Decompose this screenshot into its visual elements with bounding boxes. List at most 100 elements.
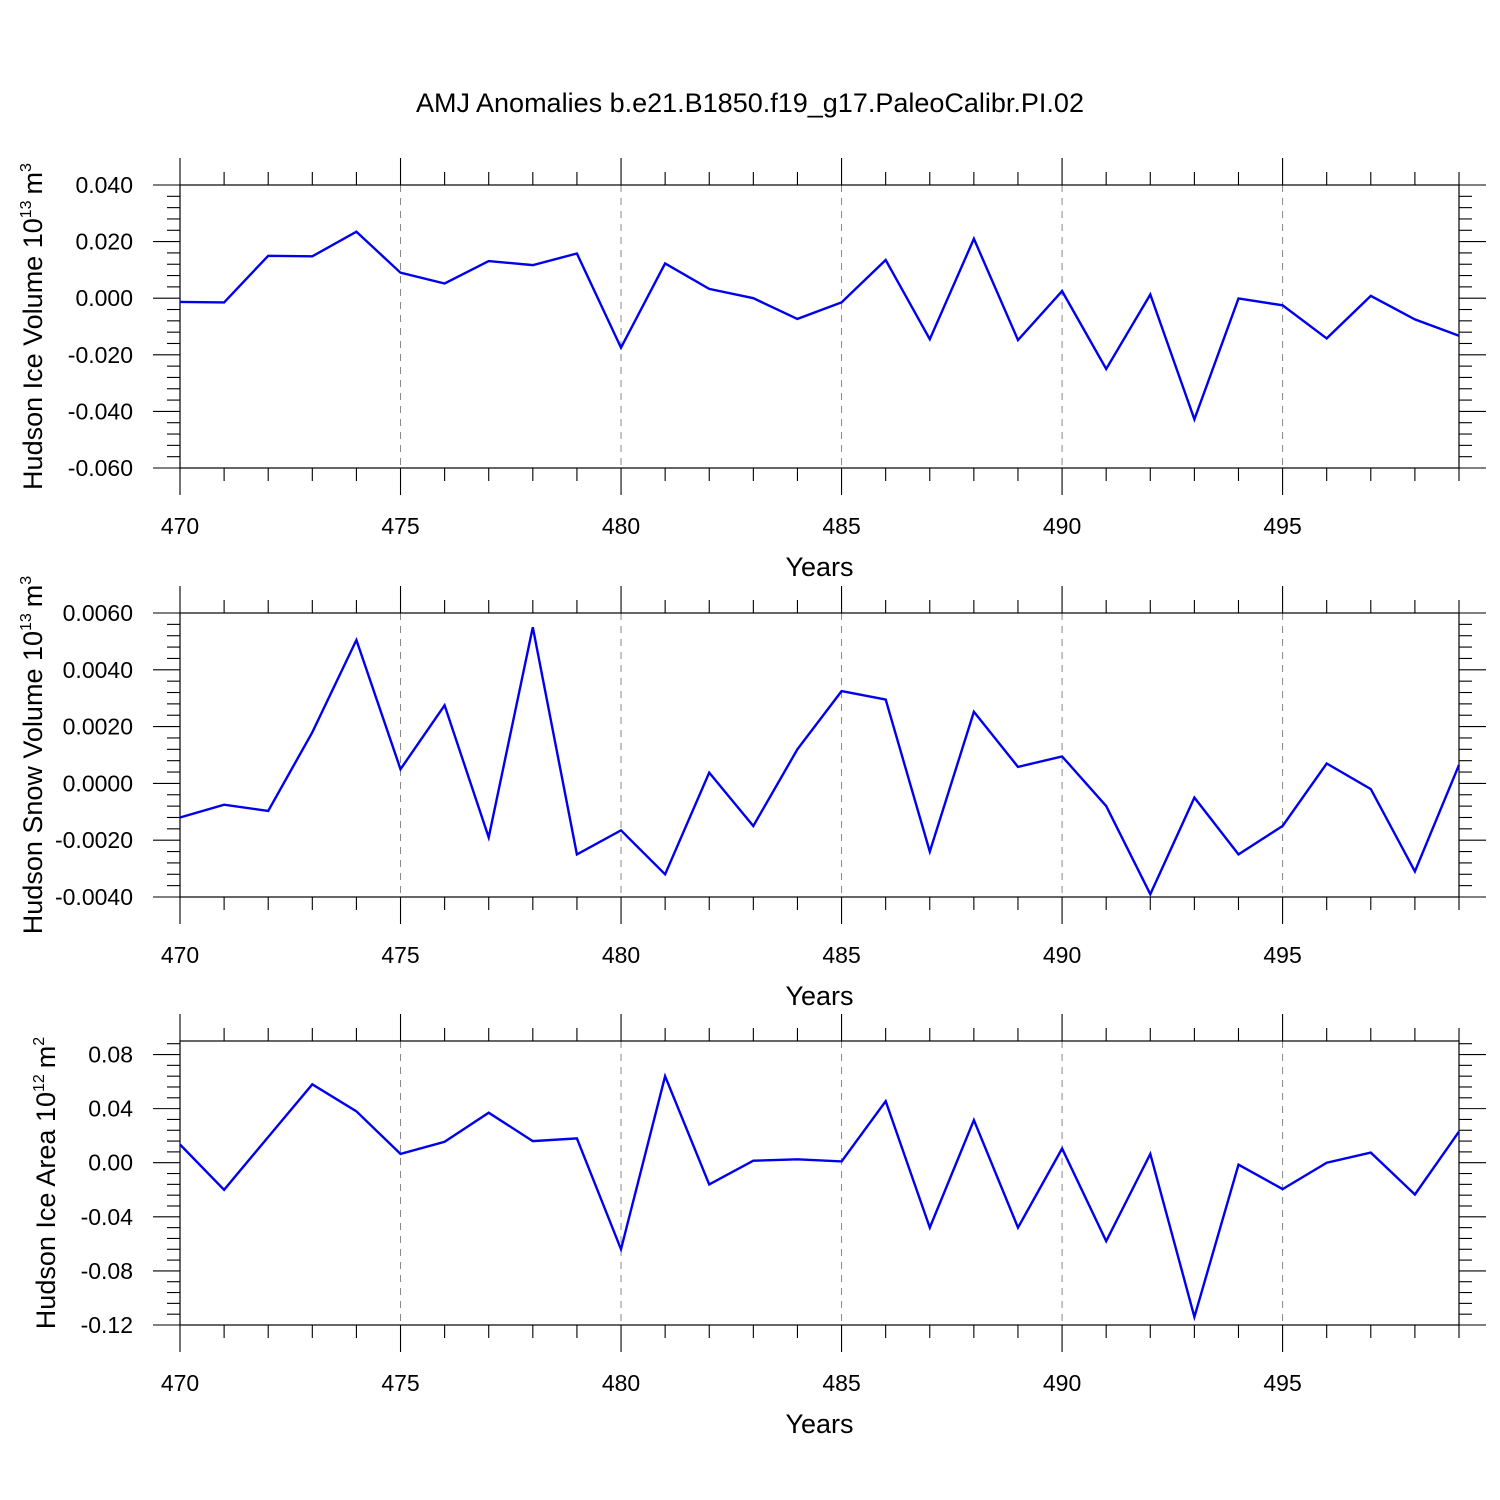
x-axis-title: Years [785, 552, 853, 582]
x-tick-label: 480 [602, 942, 640, 968]
y-axis-title-exponent: 13 [18, 613, 35, 631]
panel-2: 470 475 480 485 490 495 Years -0.0040 -0.0020 0.0… [18, 576, 1486, 1011]
x-tick-label: 470 [161, 1370, 199, 1396]
y-tick-label: 0.0020 [63, 714, 133, 740]
y-axis-title: Hudson Ice Volume 1013 m3 [18, 163, 48, 490]
data-point [1325, 1162, 1327, 1164]
data-point [973, 238, 975, 240]
data-point [620, 1248, 622, 1250]
panel-1: 470 475 480 485 490 495 Years -0.060 -0.040 -0.02… [18, 158, 1486, 582]
data-point [1325, 337, 1327, 339]
data-point [1193, 1316, 1195, 1318]
y-tick-label: 0.08 [88, 1042, 133, 1068]
data-point [267, 810, 269, 812]
x-axis-title: Years [785, 981, 853, 1011]
y-axis-title-exponent: 13 [18, 200, 35, 218]
y-tick-label: -0.020 [68, 342, 133, 368]
y-tick-label: 0.040 [75, 172, 133, 198]
plot-frame [179, 612, 1460, 898]
data-point [1061, 290, 1063, 292]
y-axis-title-text: Hudson Ice Area 10 [31, 1092, 61, 1329]
series-line [179, 1072, 1460, 1322]
x-tick-label: 490 [1043, 942, 1081, 968]
data-point [532, 264, 534, 266]
data-point [1458, 1130, 1460, 1132]
data-point [1370, 1151, 1372, 1153]
data-point [1237, 1164, 1239, 1166]
x-tick-label: 490 [1043, 1370, 1081, 1396]
data-point [1237, 853, 1239, 855]
data-point [576, 853, 578, 855]
y-tick-label: 0.000 [75, 285, 133, 311]
data-point [1458, 335, 1460, 337]
data-point [1105, 805, 1107, 807]
y-axis-title-unit-exponent: 3 [18, 163, 35, 172]
data-point [884, 259, 886, 261]
data-point [1061, 1147, 1063, 1149]
data-point [1017, 339, 1019, 341]
chart-title: AMJ Anomalies b.e21.B1850.f19_g17.PaleoC… [416, 88, 1084, 118]
data-point [708, 1183, 710, 1185]
data-point [311, 255, 313, 257]
data-point [532, 626, 534, 628]
data-point [1325, 762, 1327, 764]
data-point [223, 301, 225, 303]
x-tick-label: 495 [1263, 942, 1301, 968]
data-point [929, 338, 931, 340]
data-point [1414, 318, 1416, 320]
x-tick-label: 485 [822, 942, 860, 968]
data-point [796, 318, 798, 320]
data-point [1458, 764, 1460, 766]
y-tick-label: -0.040 [68, 398, 133, 424]
data-point [929, 1226, 931, 1228]
data-point [355, 1110, 357, 1112]
data-point [620, 829, 622, 831]
data-point [1281, 304, 1283, 306]
series-line [179, 230, 1460, 423]
data-point [1281, 1188, 1283, 1190]
x-tick-label: 495 [1263, 1370, 1301, 1396]
data-point [1105, 368, 1107, 370]
y-axis-title-text: Hudson Ice Volume 10 [18, 218, 48, 490]
y-tick-label: -0.08 [81, 1258, 133, 1284]
data-point [1370, 788, 1372, 790]
data-point [1149, 293, 1151, 295]
y-tick-label: 0.0060 [63, 600, 133, 626]
data-point [884, 698, 886, 700]
x-tick-label: 470 [161, 513, 199, 539]
data-point [664, 873, 666, 875]
y-tick-label: -0.0040 [55, 884, 133, 910]
data-point [488, 260, 490, 262]
data-point [576, 1137, 578, 1139]
y-tick-label: 0.020 [75, 229, 133, 255]
data-point [664, 262, 666, 264]
panel-3: 470 475 480 485 490 495 Years -0.12 -0.08 -0.04 0.… [31, 1014, 1486, 1439]
data-point [973, 1119, 975, 1121]
y-tick-label: -0.0020 [55, 827, 133, 853]
y-axis-title: Hudson Snow Volume 1013 m3 [18, 576, 48, 935]
data-point [973, 711, 975, 713]
y-axis-title-exponent: 12 [31, 1074, 48, 1092]
x-tick-label: 485 [822, 1370, 860, 1396]
y-axis-title-text: Hudson Snow Volume 10 [18, 631, 48, 934]
data-point [1149, 893, 1151, 895]
data-point [179, 816, 181, 818]
x-tick-label: 480 [602, 1370, 640, 1396]
data-point [488, 836, 490, 838]
x-tick-label: 475 [381, 942, 419, 968]
data-point [223, 804, 225, 806]
data-point [840, 301, 842, 303]
x-tick-label: 490 [1043, 513, 1081, 539]
data-point [1017, 1226, 1019, 1228]
data-point [1017, 766, 1019, 768]
y-tick-label: -0.12 [81, 1312, 133, 1338]
data-point [708, 288, 710, 290]
data-point [223, 1189, 225, 1191]
data-point [752, 1159, 754, 1161]
data-point [443, 704, 445, 706]
x-tick-label: 475 [381, 1370, 419, 1396]
data-point [1370, 295, 1372, 297]
series-line [179, 626, 1461, 897]
y-tick-label: 0.00 [88, 1150, 133, 1176]
